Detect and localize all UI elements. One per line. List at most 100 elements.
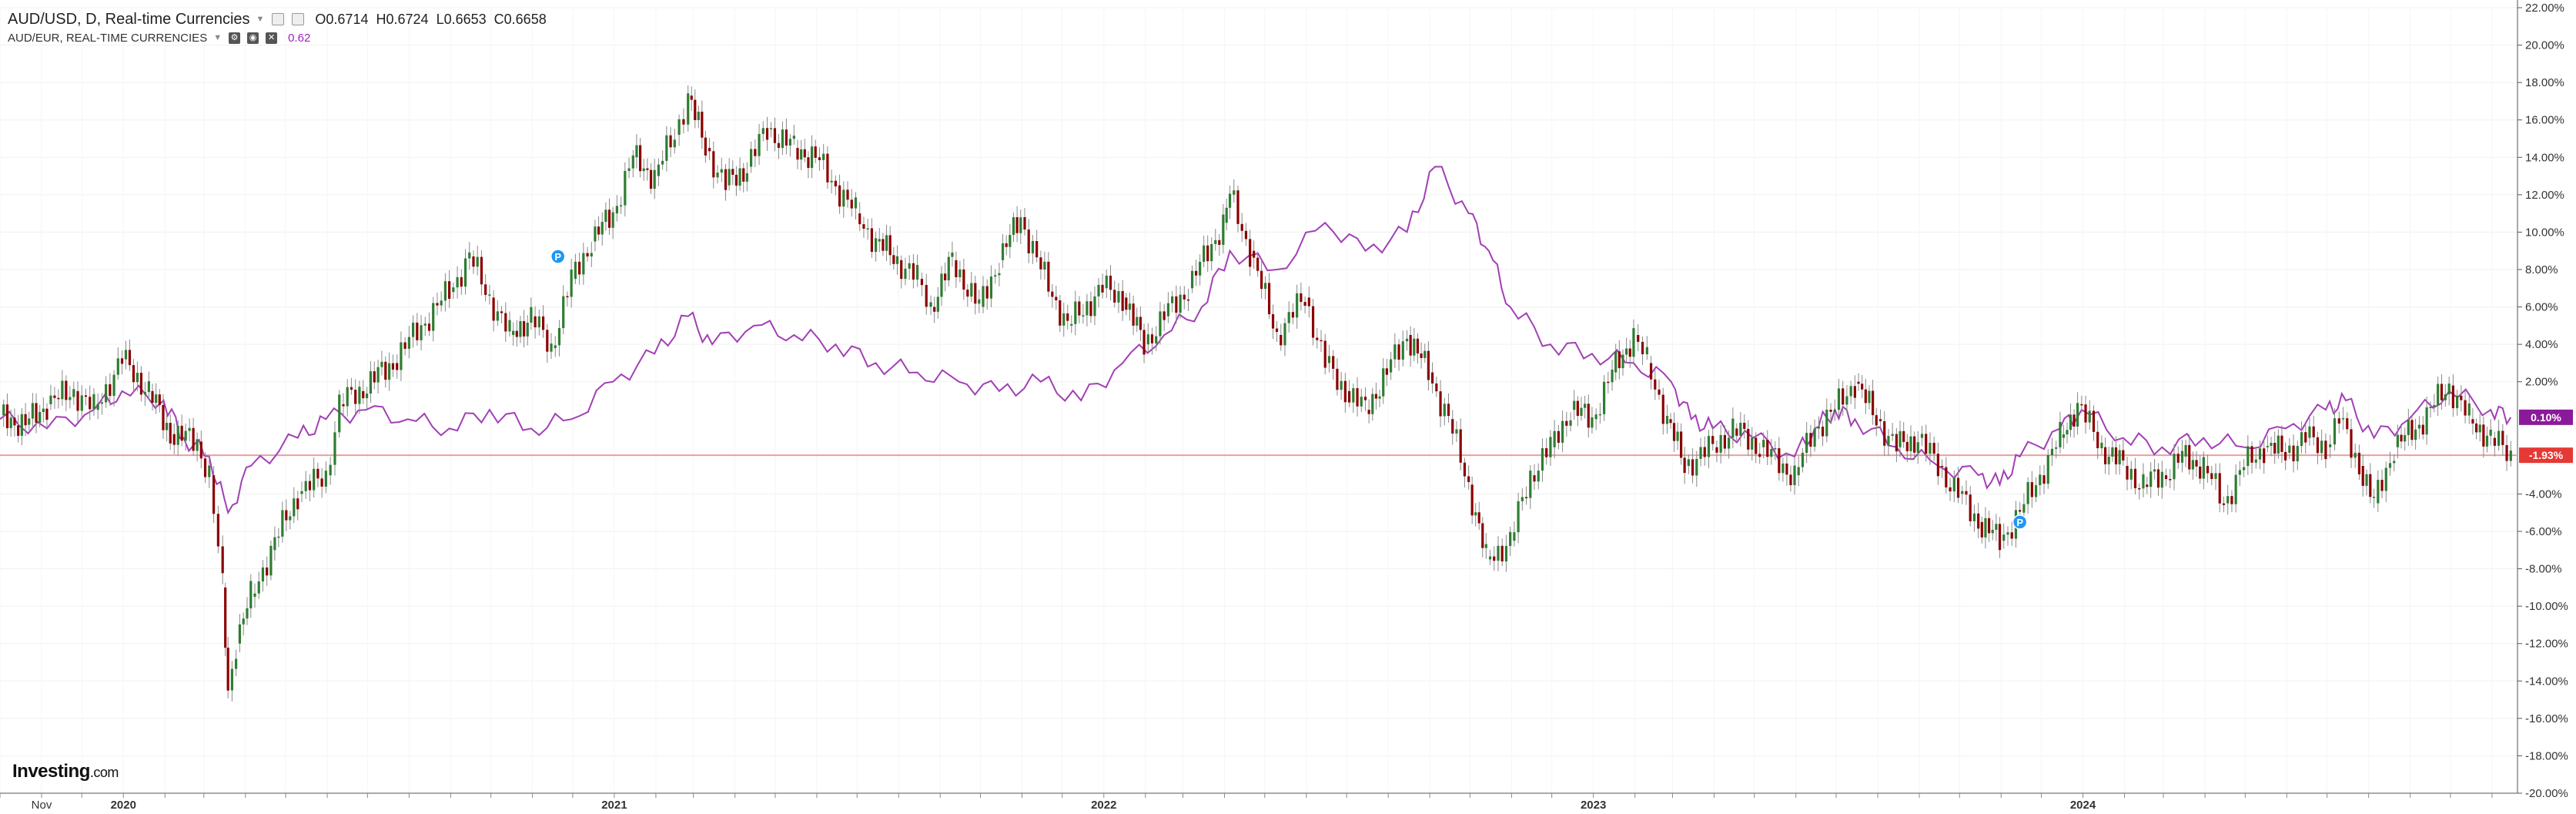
candle-body (653, 169, 656, 189)
candle-body (308, 481, 312, 491)
main-series-legend[interactable]: AUD/USD, D, Real-time Currencies ▼ O0.67… (8, 9, 547, 29)
candle-body (2059, 421, 2062, 447)
candle-body (1159, 311, 1162, 337)
candle-body (1961, 491, 1964, 494)
candle-body (1747, 428, 1750, 450)
candle-body (2270, 443, 2273, 446)
candle-body (1307, 297, 1310, 307)
candle-body (974, 283, 977, 304)
candle-body (2329, 444, 2332, 447)
candle-body (1363, 397, 1367, 400)
candle-body (432, 303, 435, 331)
candle-body (2206, 466, 2210, 474)
chevron-down-icon[interactable]: ▼ (256, 14, 265, 24)
candle-body (758, 134, 761, 156)
candle-body (1405, 338, 1409, 342)
last-value-badge (2519, 447, 2573, 464)
candle-body (1905, 441, 1909, 451)
candle-body (2497, 430, 2501, 446)
candle-body (1051, 291, 1054, 297)
candle-body (324, 471, 327, 487)
y-tick-label: -4.00% (2525, 487, 2562, 501)
candle-body (1150, 334, 1154, 343)
candle-body (1817, 427, 1820, 429)
candle-body (188, 427, 191, 431)
candle-body (42, 408, 45, 413)
symbol-title[interactable]: AUD/USD, D, Real-time Currencies (8, 11, 250, 28)
candle-body (2062, 434, 2066, 438)
candle-body (1280, 335, 1283, 346)
candle-body (2156, 469, 2160, 488)
candle-body (862, 224, 865, 229)
candle-body (512, 330, 515, 335)
visibility-icon[interactable] (292, 13, 305, 25)
chevron-down-icon[interactable]: ▼ (213, 32, 222, 42)
y-tick-label: -10.00% (2525, 600, 2568, 613)
candle-body (1891, 434, 1894, 436)
candle-body (582, 253, 585, 275)
candle-body (1055, 296, 1058, 300)
settings-icon[interactable] (272, 13, 285, 25)
candle-body (1023, 217, 1026, 230)
settings-icon[interactable]: ⚙ (229, 32, 241, 44)
candle-body (649, 169, 653, 189)
candle-body (28, 418, 31, 425)
candle-body (238, 624, 242, 644)
candle-body (665, 135, 668, 161)
event-marker-label: P (554, 251, 561, 263)
comparison-series-legend[interactable]: AUD/EUR, REAL-TIME CURRENCIES ▼ ⚙ ◉ ✕ 0.… (8, 29, 547, 46)
comparison-title[interactable]: AUD/EUR, REAL-TIME CURRENCIES (8, 31, 208, 45)
candle-body (1360, 397, 1363, 407)
candle-body (253, 593, 256, 597)
candle-body (1222, 214, 1225, 245)
candle-body (1533, 475, 1536, 482)
candle-body (112, 374, 115, 397)
visibility-icon[interactable]: ◉ (247, 32, 259, 44)
candle-body (166, 423, 169, 430)
y-tick-label: -18.00% (2525, 749, 2568, 762)
candle-body (2010, 532, 2013, 539)
candle-body (624, 171, 627, 206)
candle-body (100, 402, 104, 404)
candle-body (908, 263, 911, 269)
x-tick-label: 2022 (1091, 799, 1116, 812)
open-value: O0.6714 (315, 12, 369, 27)
candle-body (2080, 404, 2083, 406)
candle-body (391, 363, 395, 370)
candle-body (2042, 475, 2046, 484)
candle-body (1474, 512, 1477, 516)
candle-body (2316, 437, 2320, 454)
candle-body (1179, 294, 1182, 313)
candle-body (578, 261, 581, 275)
candle-body (2467, 403, 2471, 416)
candle-body (1463, 462, 1467, 477)
low-value: L0.6653 (436, 12, 487, 27)
candle-body (2451, 385, 2454, 409)
candle-body (769, 128, 773, 129)
candle-body (947, 256, 950, 281)
candle-body (1413, 338, 1416, 356)
candle-body (2084, 404, 2087, 423)
candle-body (1371, 394, 1374, 414)
candle-body (2308, 426, 2311, 438)
candle-body (712, 151, 715, 178)
candle-body (1374, 394, 1378, 399)
candle-body (1481, 523, 1484, 548)
close-icon[interactable]: ✕ (266, 32, 278, 44)
candle-body (2258, 448, 2262, 460)
candle-body (2114, 447, 2118, 464)
candle-body (1719, 434, 1722, 453)
candle-body (781, 129, 785, 149)
candle-body (76, 390, 79, 411)
candle-body (281, 510, 284, 537)
candle-body (1703, 447, 1706, 457)
candle-body (1849, 386, 1852, 397)
candle-body (1658, 389, 1661, 395)
candle-body (2092, 410, 2096, 432)
candle-body (380, 361, 383, 367)
candle-body (1956, 477, 1960, 498)
candle-body (1431, 372, 1434, 384)
candle-body (1774, 448, 1777, 450)
